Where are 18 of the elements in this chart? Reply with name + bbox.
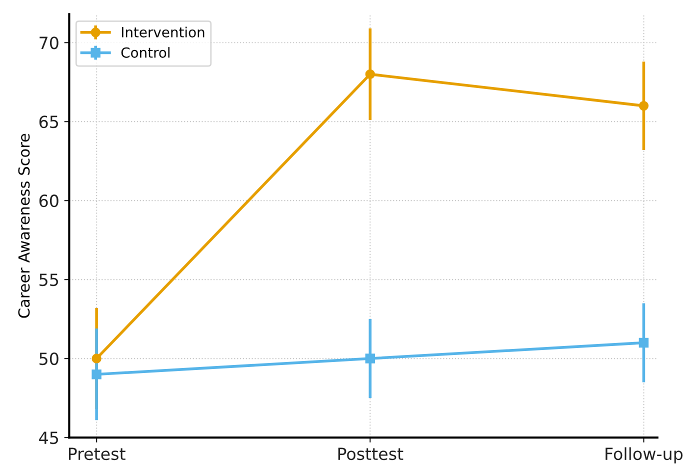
y-tick-label: 65 (39, 116, 58, 128)
y-tick-label: 60 (39, 194, 58, 208)
y-tick-label: 45 (39, 432, 58, 444)
legend-label: Control (121, 47, 170, 58)
x-tick-label: Posttest (338, 448, 404, 460)
legend-label: Intervention (122, 26, 204, 38)
point (92, 369, 102, 380)
point (92, 354, 102, 364)
y-axis-title: Career Awareness Score (18, 134, 30, 318)
point (638, 100, 649, 111)
point (365, 69, 375, 80)
y-tick-label: 50 (40, 352, 58, 366)
x-tick-label: Follow-up (606, 447, 683, 464)
x-tick-label: Pretest (68, 448, 126, 460)
y-tick-label: 55 (40, 274, 58, 286)
point (365, 354, 375, 364)
point (638, 338, 649, 348)
y-tick-label: 70 (40, 36, 58, 50)
